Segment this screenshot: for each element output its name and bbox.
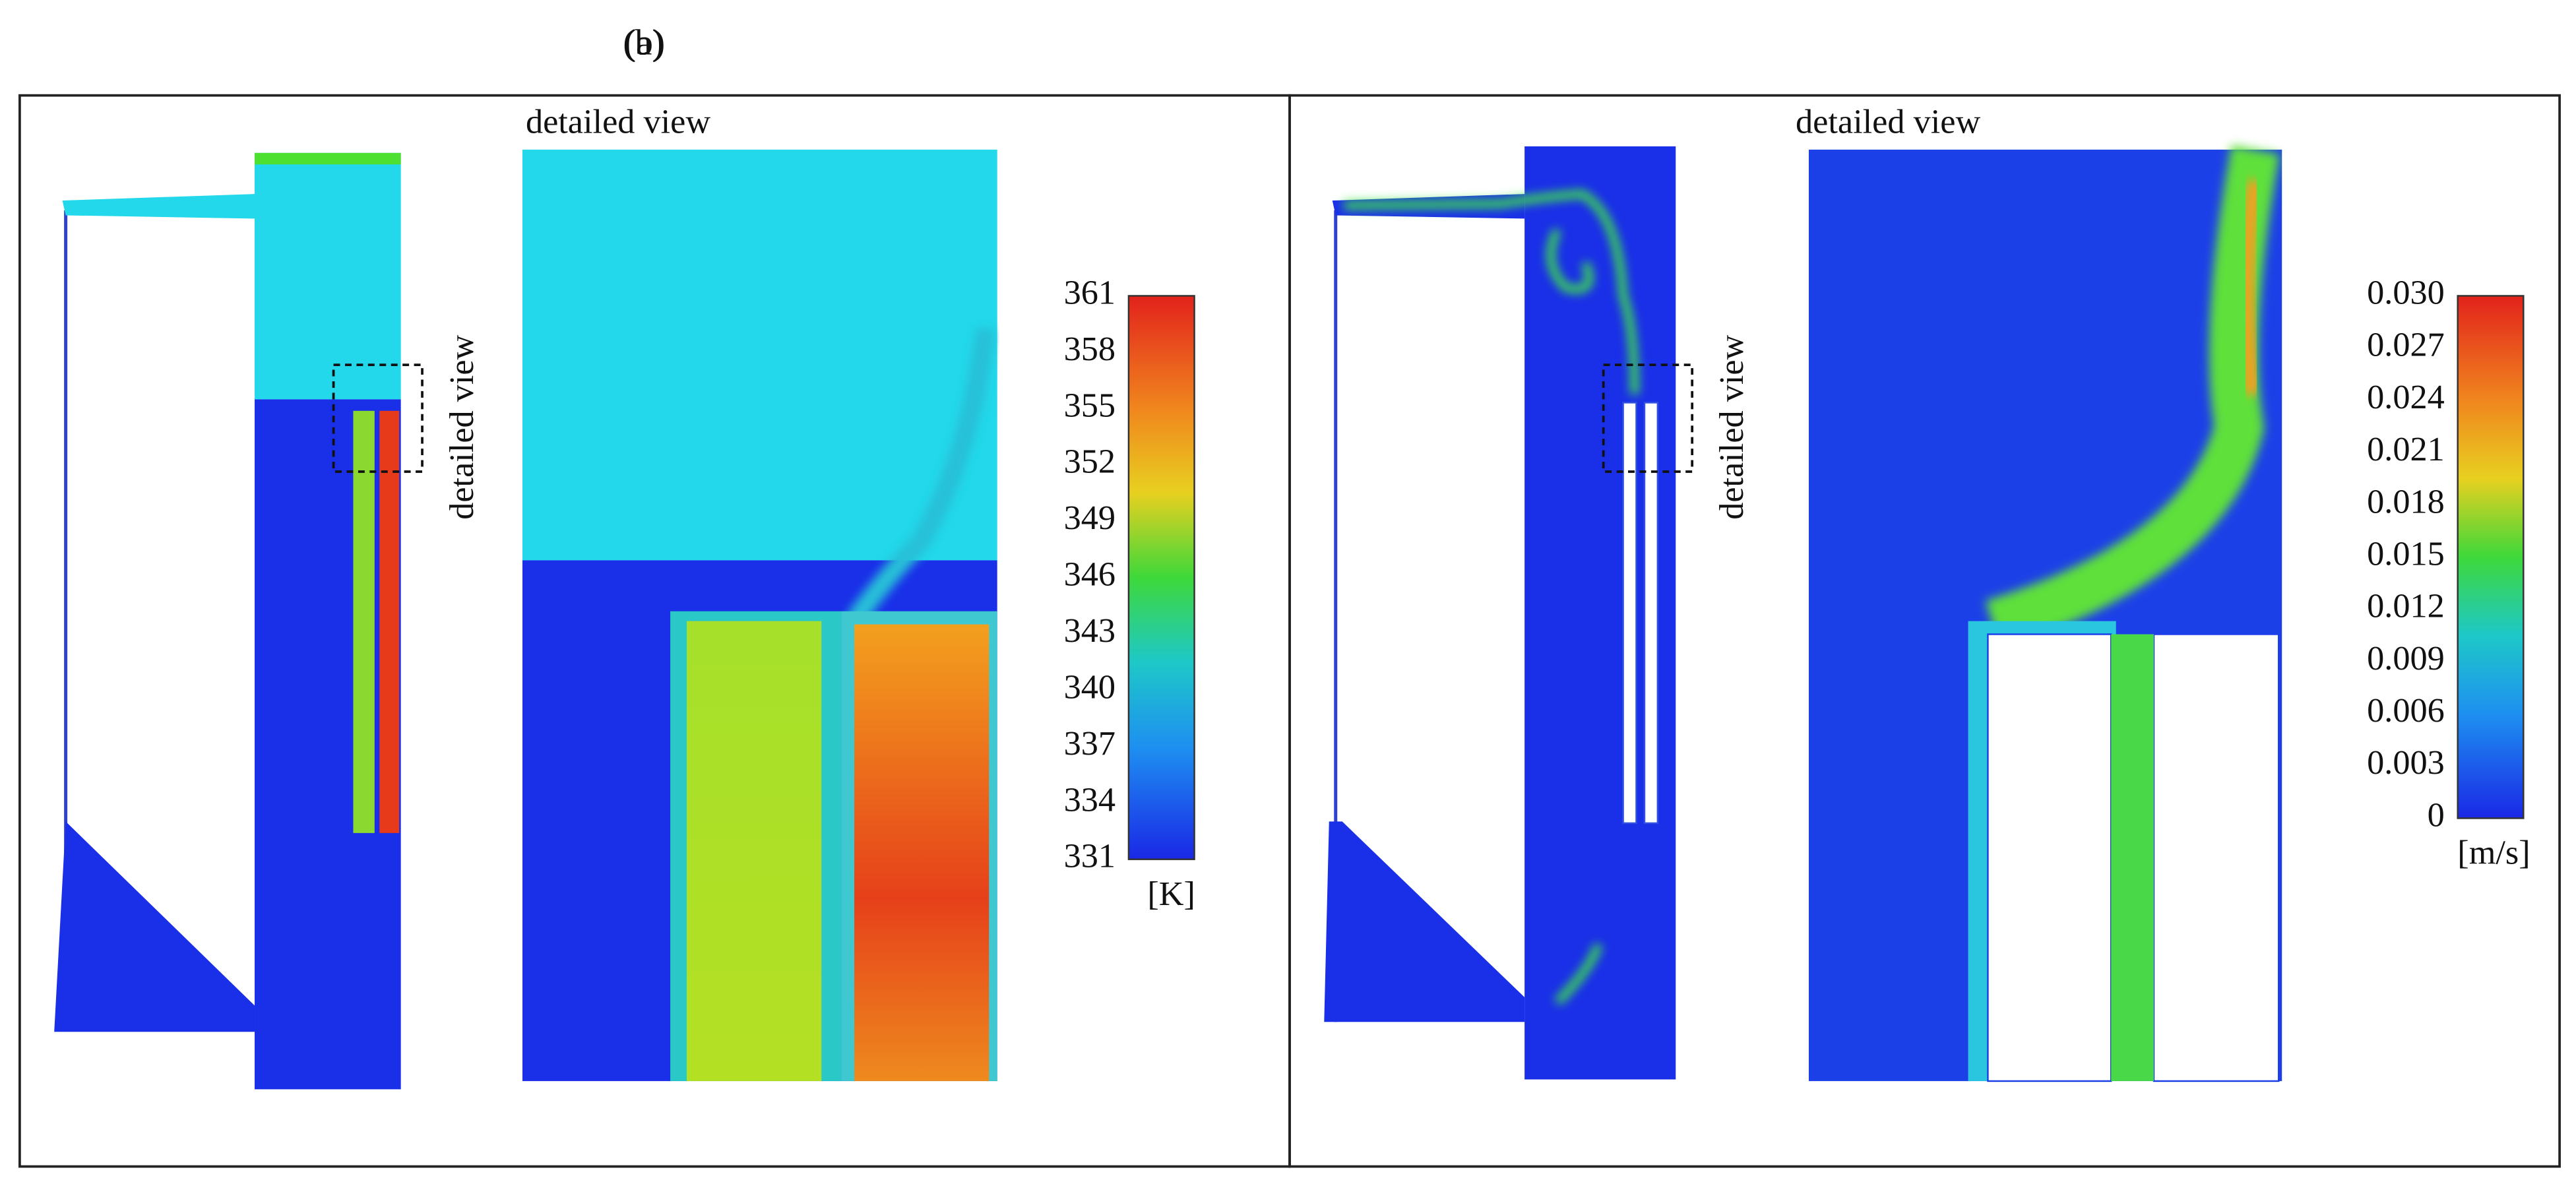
fin-detail <box>687 621 822 1081</box>
colorbar-unit: [K] <box>1147 875 1195 913</box>
panel: detailed view detailed view 361 358 355 352 34… <box>18 94 1291 1168</box>
colorbar-tick-label: 352 <box>1064 443 1115 481</box>
colorbar-unit: [m/s] <box>2457 834 2530 872</box>
fin <box>379 410 400 833</box>
colorbar-tick-label: 0.030 <box>2367 273 2445 311</box>
fin-gap <box>1643 402 1659 825</box>
colorbar-tick-label: 0.027 <box>2367 326 2445 364</box>
colorbar-tick-label: 346 <box>1064 555 1115 594</box>
colorbar-tick-label: 331 <box>1064 837 1115 875</box>
colorbar <box>1127 295 1195 860</box>
fin-gap <box>2152 633 2280 1082</box>
detail-marker <box>332 363 424 473</box>
detail-title: detailed view <box>1796 102 1980 141</box>
colorbar-tick-label: 0.021 <box>2367 430 2445 468</box>
fin-detail <box>854 624 990 1081</box>
colorbar-tick-label: 0.012 <box>2367 587 2445 625</box>
colorbar-tick-label: 340 <box>1064 668 1115 706</box>
inlet <box>62 194 255 219</box>
inset-label: detailed view <box>443 334 481 519</box>
panel-frame <box>1288 94 2561 1168</box>
domain-band <box>255 152 401 165</box>
colorbar-tick-label: 349 <box>1064 499 1115 537</box>
inset-label: detailed view <box>1712 334 1751 519</box>
outlet <box>54 821 255 1032</box>
colorbar-tick-label: 343 <box>1064 611 1115 650</box>
domain-bottom <box>255 399 401 1090</box>
panel: detailed view detailed view 0.030 0.027 0.02… <box>1288 94 2561 1168</box>
plume <box>846 327 996 627</box>
colorbar-tick-label: 361 <box>1064 273 1115 311</box>
colorbar-tick-label: 358 <box>1064 330 1115 368</box>
outlet <box>1324 821 1525 1022</box>
fin-gap <box>1987 633 2112 1082</box>
detail-marker <box>1602 363 1694 473</box>
panel-label: (a) <box>624 22 664 63</box>
flow-streak <box>1344 189 1639 1005</box>
colorbar-tick-label: 334 <box>1064 780 1115 819</box>
colorbar-tick-label: 0.006 <box>2367 691 2445 730</box>
panel-label: (b) <box>623 22 665 63</box>
fin <box>353 410 375 833</box>
fin-detail <box>2111 634 2154 1081</box>
detail-top <box>522 149 997 561</box>
colorbar-tick-label: 0.003 <box>2367 743 2445 782</box>
detail-title: detailed view <box>526 102 710 141</box>
colorbar <box>2457 295 2525 819</box>
colorbar-tick-label: 0.009 <box>2367 639 2445 677</box>
plume-core <box>2238 179 2264 396</box>
colorbar-tick-label: 355 <box>1064 386 1115 424</box>
fin-gap <box>1622 402 1637 825</box>
colorbar-tick-label: 0.024 <box>2367 378 2445 416</box>
colorbar-tick-label: 0.018 <box>2367 482 2445 520</box>
colorbar-tick-label: 337 <box>1064 724 1115 763</box>
colorbar-tick-label: 0 <box>2428 796 2445 834</box>
domain-top <box>255 152 401 400</box>
colorbar-tick-label: 0.015 <box>2367 534 2445 573</box>
